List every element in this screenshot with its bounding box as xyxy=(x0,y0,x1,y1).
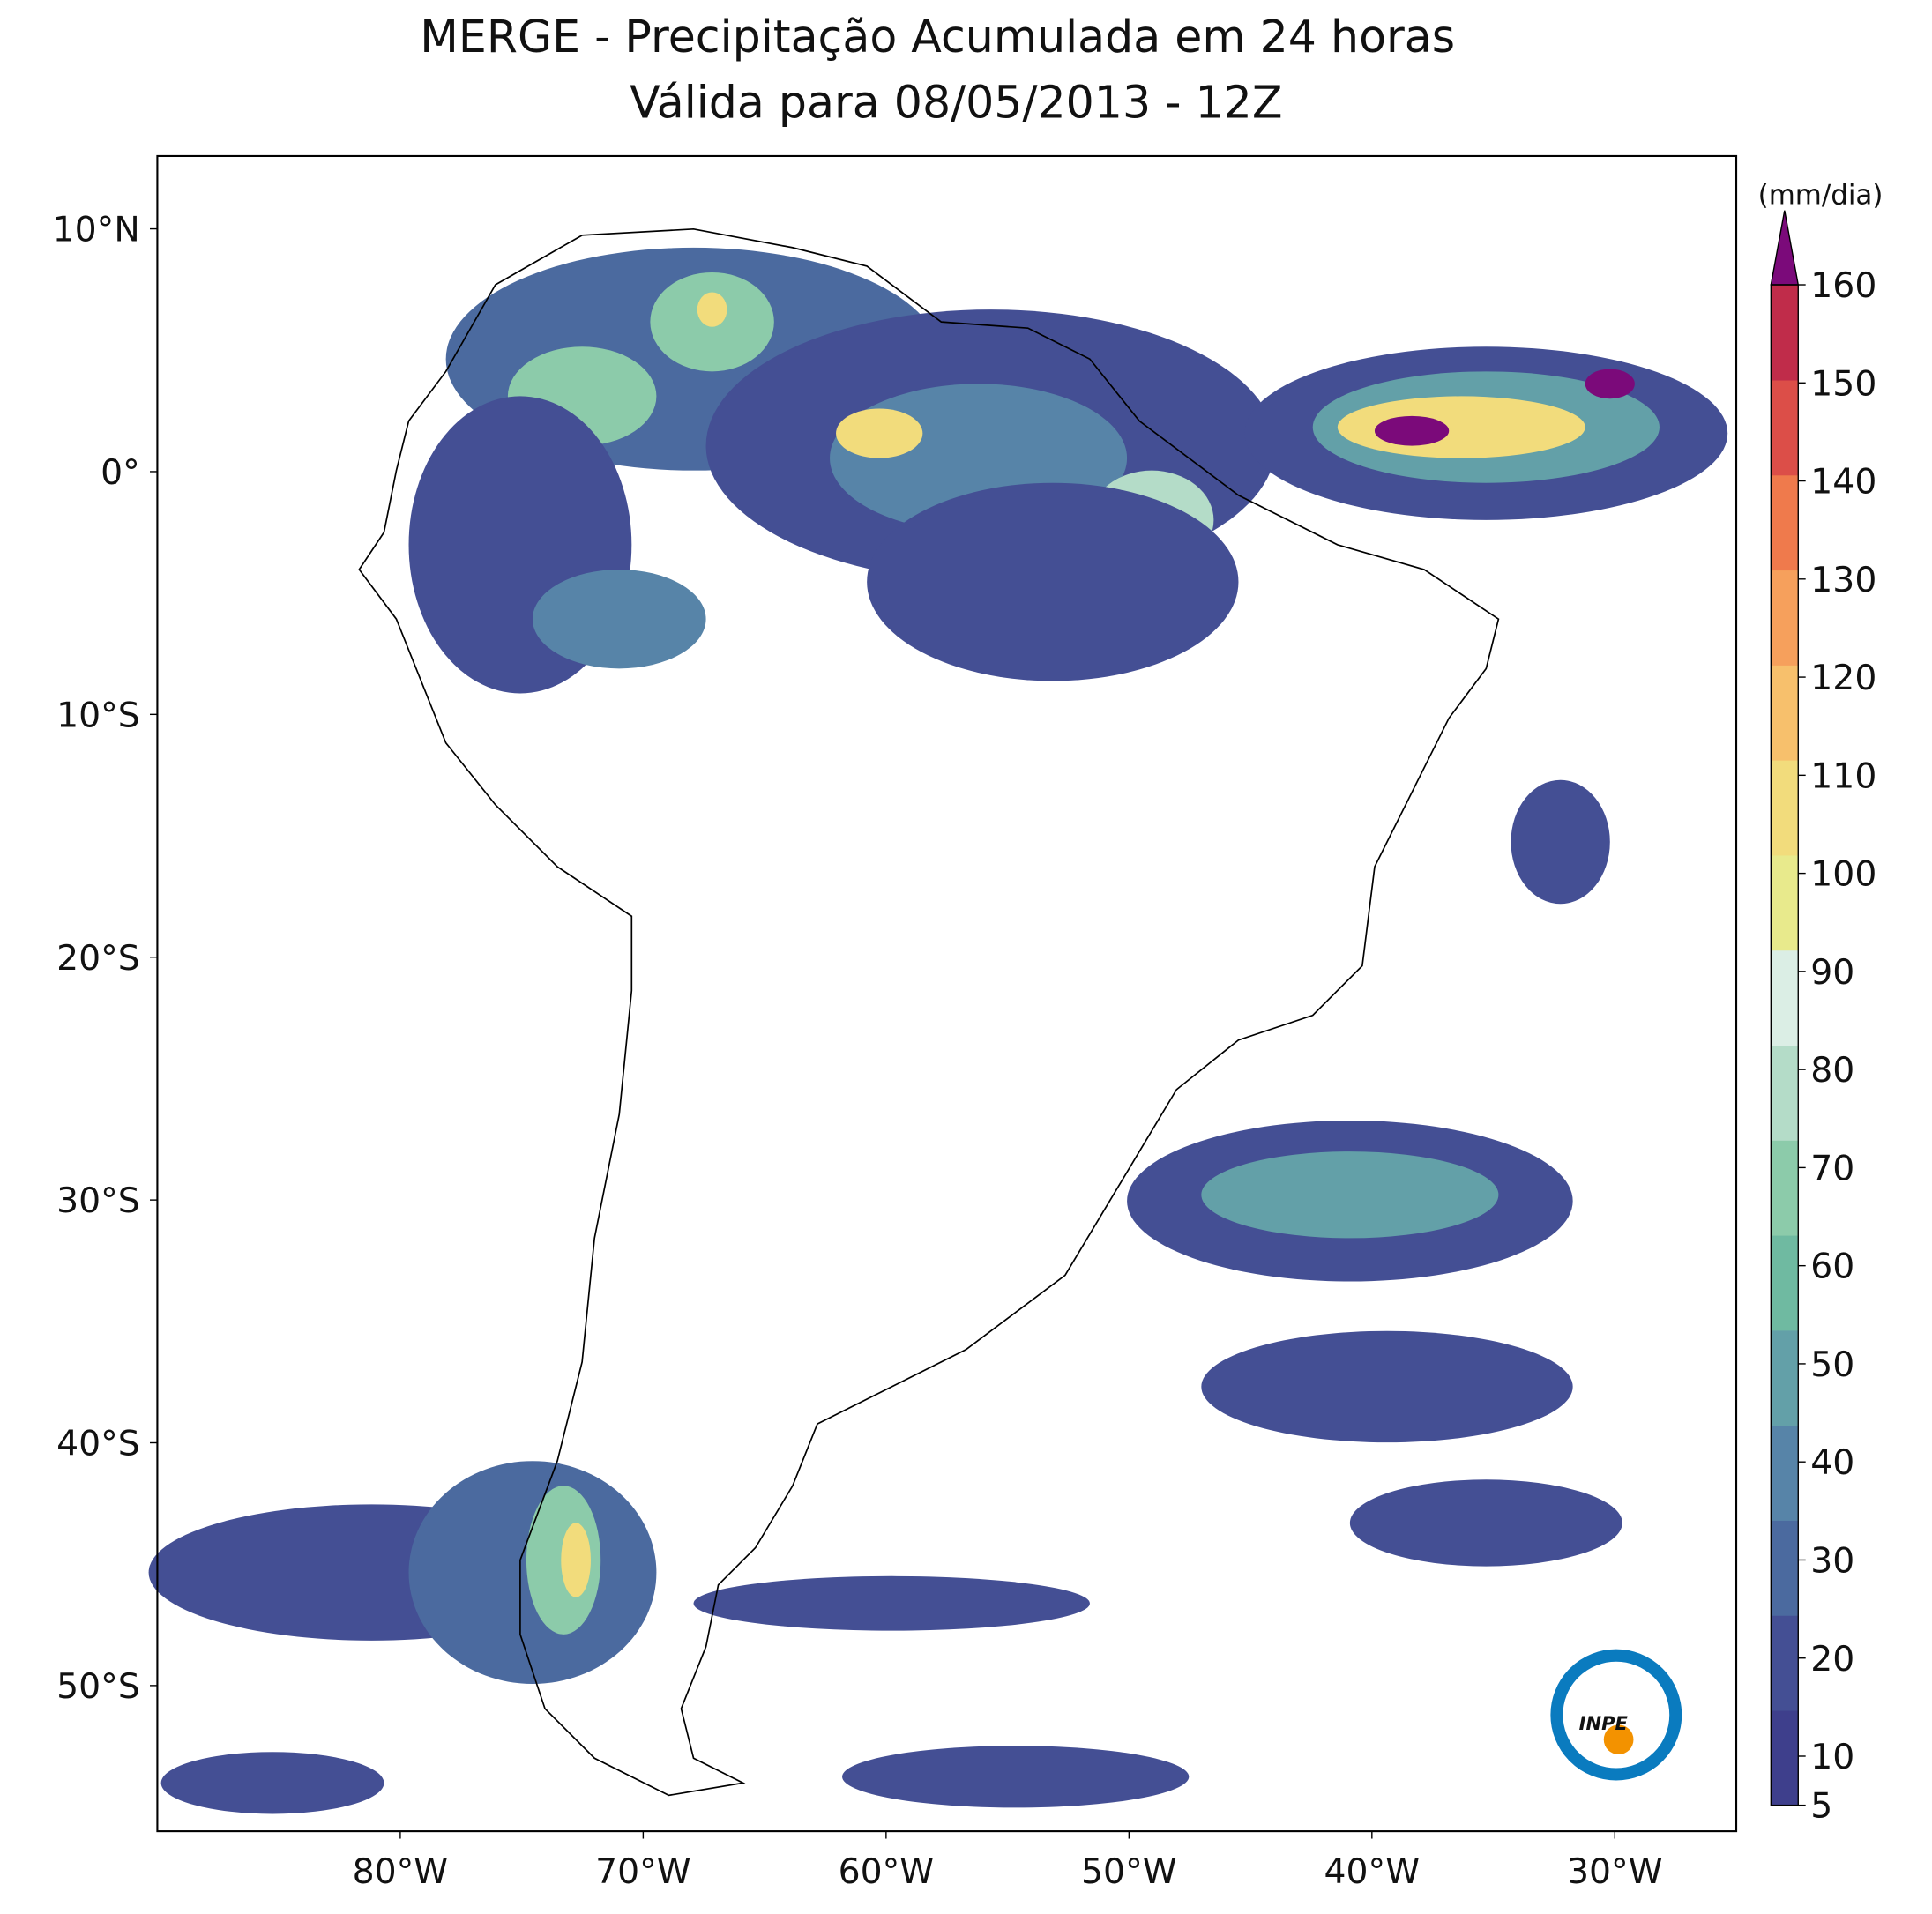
colorbar-band xyxy=(1771,285,1799,381)
map-frame xyxy=(156,154,1738,1833)
x-tick-label: 30°W xyxy=(1567,1852,1663,1892)
colorbar-band xyxy=(1771,1520,1799,1616)
colorbar-tick-label: 150 xyxy=(1810,364,1876,404)
colorbar-band xyxy=(1771,1709,1799,1806)
colorbar-band xyxy=(1771,759,1799,856)
x-tick-label: 50°W xyxy=(1081,1852,1177,1892)
colorbar-tick-label: 70 xyxy=(1810,1149,1854,1188)
colorbar-tick-label: 10 xyxy=(1810,1738,1854,1777)
title: MERGE - Precipitação Acumulada em 24 hor… xyxy=(420,11,1455,63)
y-tick-label: 10°S xyxy=(56,696,140,735)
colorbar-tick-label: 5 xyxy=(1810,1787,1832,1827)
precipitation xyxy=(148,247,1728,1814)
colorbar-band xyxy=(1771,1140,1799,1236)
colorbar-tick-label: 160 xyxy=(1810,266,1876,306)
continent xyxy=(358,227,1500,1797)
logo: INPE xyxy=(1550,1649,1682,1781)
colorbar-tick-label: 100 xyxy=(1810,855,1876,895)
y-tick-label: 0° xyxy=(101,453,140,493)
colorbar-band xyxy=(1771,379,1799,476)
colorbar-tick-label: 120 xyxy=(1810,659,1876,698)
subtitle: Válida para 08/05/2013 - 12Z xyxy=(630,76,1282,128)
colorbar-tick-label: 20 xyxy=(1810,1640,1854,1679)
colorbar-tick-label: 30 xyxy=(1810,1542,1854,1582)
colorbar-label: (mm/dia) xyxy=(1758,180,1884,212)
colorbar-band xyxy=(1771,1329,1799,1426)
y-tick-label: 20°S xyxy=(56,939,140,979)
colorbar-band xyxy=(1771,1234,1799,1331)
y-tick-label: 30°S xyxy=(56,1181,140,1221)
y-tick-label: 40°S xyxy=(56,1425,140,1464)
colorbar-band xyxy=(1771,1045,1799,1141)
colorbar-band xyxy=(1771,570,1799,666)
x-tick-label: 70°W xyxy=(595,1852,691,1892)
colorbar-band xyxy=(1771,474,1799,571)
colorbar-band xyxy=(1771,1425,1799,1521)
x-tick-label: 60°W xyxy=(839,1852,935,1892)
y-tick-label: 50°S xyxy=(56,1667,140,1707)
colorbar-tick-label: 60 xyxy=(1810,1247,1854,1287)
colorbar-tick-label: 110 xyxy=(1810,756,1876,796)
colorbar-tick-label: 40 xyxy=(1810,1443,1854,1483)
colorbar-band xyxy=(1771,665,1799,761)
colorbar-band xyxy=(1771,854,1799,951)
colorbar-tick-label: 130 xyxy=(1810,561,1876,600)
x-tick-label: 80°W xyxy=(353,1852,449,1892)
colorbar-tick-label: 90 xyxy=(1810,953,1854,993)
y-tick-label: 10°N xyxy=(53,211,140,250)
colorbar-tick-label: 140 xyxy=(1810,463,1876,503)
colorbar-tick-label: 80 xyxy=(1810,1051,1854,1091)
logo-text: INPE xyxy=(1579,1712,1629,1734)
x-tick-label: 40°W xyxy=(1324,1852,1421,1892)
colorbar-band xyxy=(1771,1615,1799,1711)
colorbar-tick-label: 50 xyxy=(1810,1345,1854,1385)
colorbar-band xyxy=(1771,950,1799,1046)
colorbar-extend xyxy=(1770,210,1800,286)
colorbar-frame xyxy=(1770,284,1799,1806)
